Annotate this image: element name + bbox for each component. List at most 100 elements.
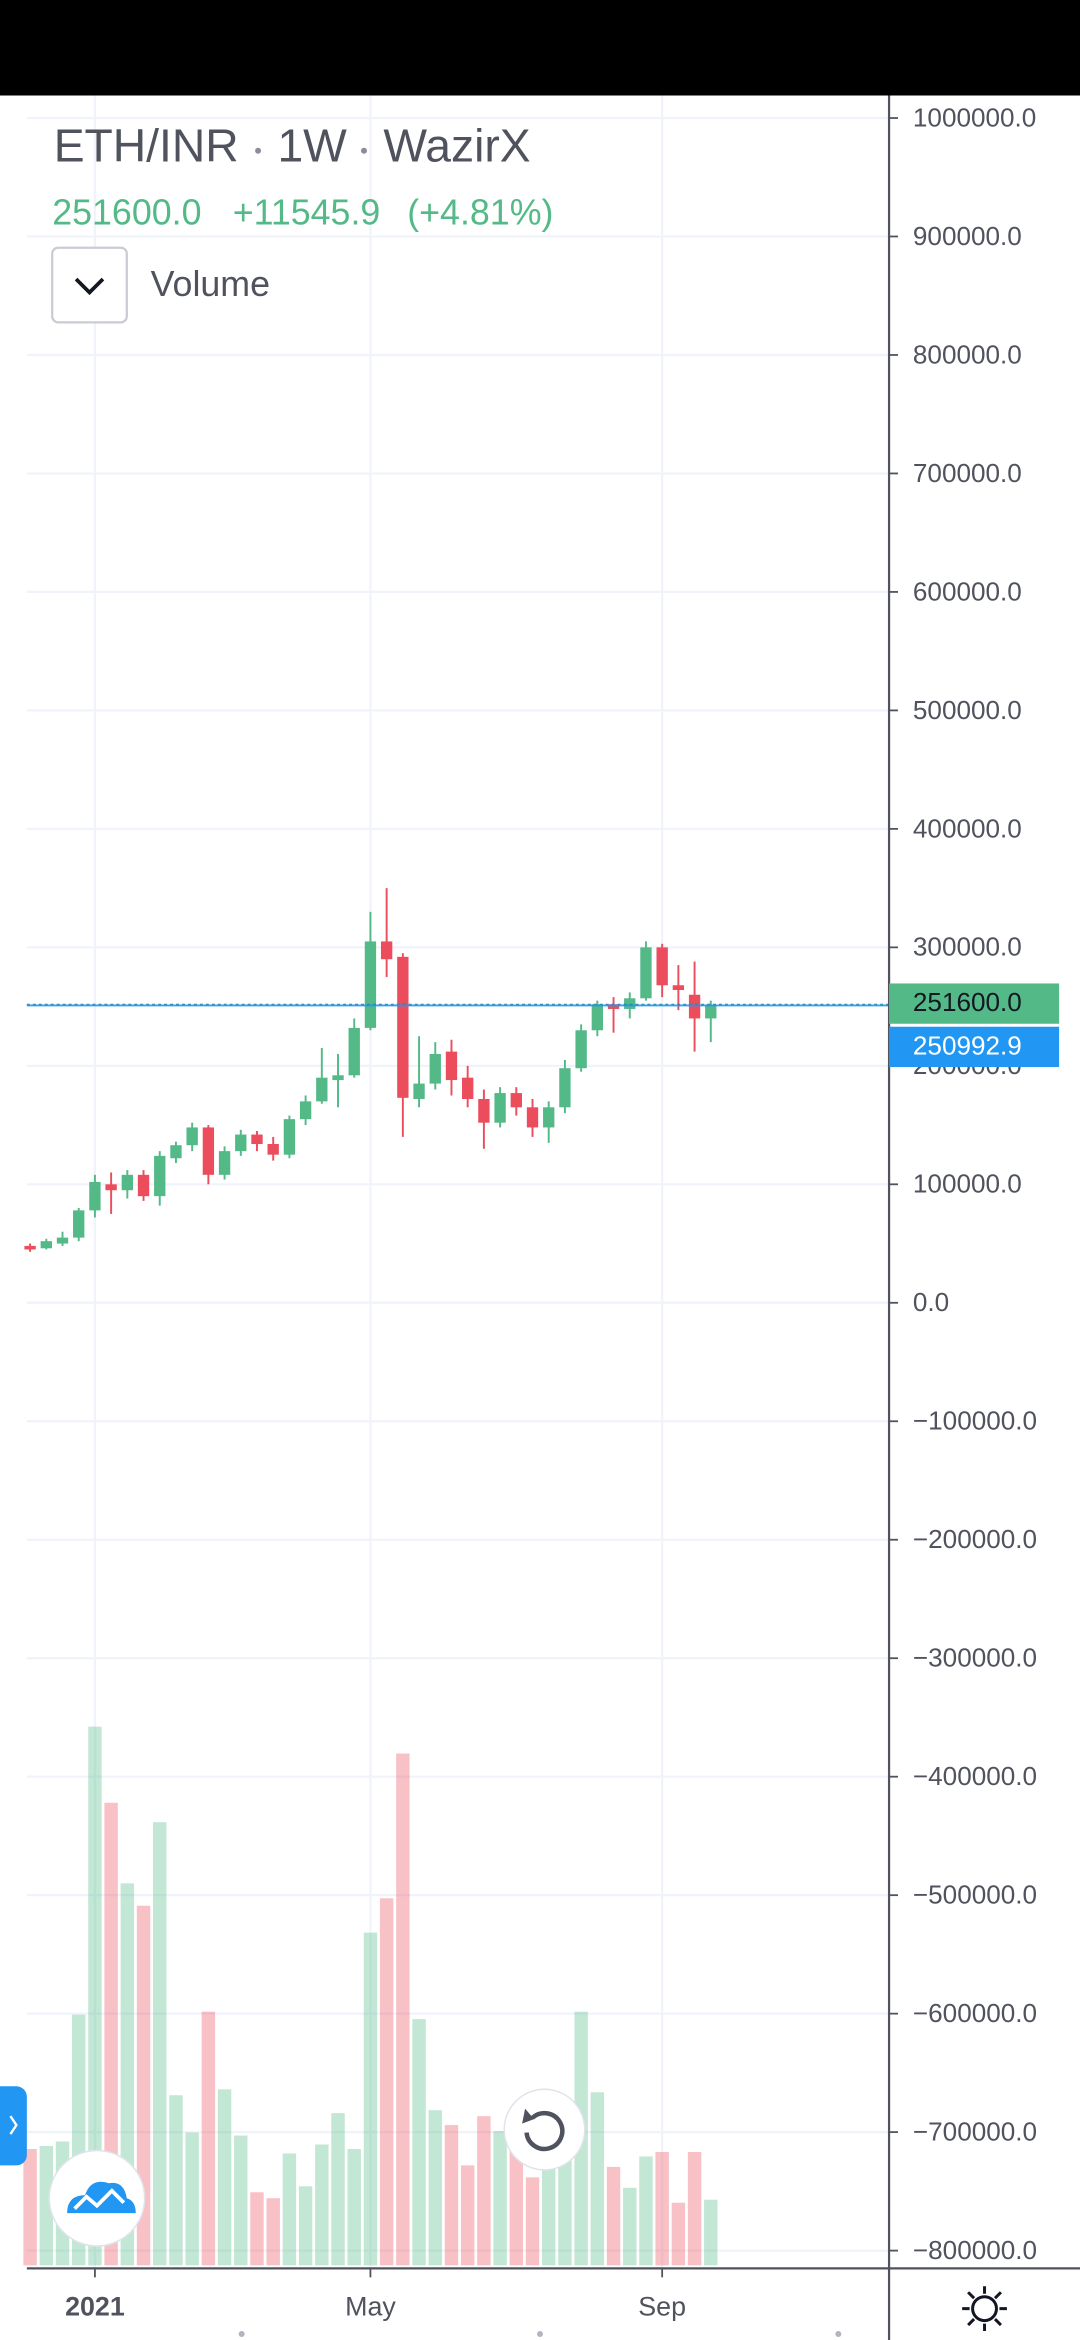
volume-bar xyxy=(396,1753,410,2266)
y-tick-label: 0.0 xyxy=(913,1287,949,1317)
grid xyxy=(26,95,890,2269)
volume-bar xyxy=(590,2092,605,2266)
volume-bar xyxy=(315,2144,329,2266)
volume-bar xyxy=(217,2089,232,2266)
volume-bar xyxy=(460,2165,475,2266)
candle-body xyxy=(672,985,685,991)
candle-body xyxy=(283,1119,296,1155)
side-tab-arrow xyxy=(9,2115,18,2135)
candle-body xyxy=(397,956,409,1098)
settings-icon xyxy=(971,2295,998,2323)
reset-button[interactable] xyxy=(503,2088,586,2171)
candle-body xyxy=(526,1107,539,1128)
candle-body xyxy=(510,1093,522,1108)
candle-body xyxy=(624,998,636,1009)
volume-bar xyxy=(509,2145,524,2266)
app-button[interactable] xyxy=(48,2149,146,2247)
candle-body xyxy=(202,1127,215,1175)
interval[interactable]: 1W xyxy=(277,119,347,171)
volume-bar xyxy=(23,2148,37,2266)
volume-bar xyxy=(639,2156,653,2266)
candle-body xyxy=(154,1155,166,1197)
y-tick-label: 500000.0 xyxy=(913,695,1022,725)
cloud-icon xyxy=(67,2181,136,2214)
side-tab[interactable] xyxy=(0,2086,27,2166)
last-price: 251600.0 xyxy=(52,192,201,232)
separator xyxy=(360,147,367,154)
volume-bar xyxy=(623,2187,637,2266)
candle-body xyxy=(40,1241,52,1249)
candle-body xyxy=(462,1077,474,1100)
volume-bar xyxy=(153,1822,167,2266)
chevron-icon xyxy=(74,277,105,296)
candle-body xyxy=(121,1174,134,1191)
y-tick-label: 900000.0 xyxy=(913,221,1022,251)
legend-toggle[interactable] xyxy=(51,246,128,324)
candle-body xyxy=(332,1075,344,1081)
candle-body xyxy=(445,1051,458,1081)
volume-bar xyxy=(104,1802,118,2266)
y-tick-label: −300000.0 xyxy=(913,1643,1037,1673)
candle-body xyxy=(89,1181,101,1211)
candle-body xyxy=(494,1093,506,1123)
y-tick-label: −200000.0 xyxy=(913,1524,1037,1554)
candle-body xyxy=(56,1237,69,1244)
volume-bar xyxy=(477,2116,491,2266)
volume-bar xyxy=(655,2151,669,2266)
x-tick-label: May xyxy=(345,2292,396,2322)
y-tick-label: −600000.0 xyxy=(913,1998,1037,2028)
volume-bar xyxy=(493,2131,507,2266)
page-dot xyxy=(537,2331,543,2338)
volume-bar xyxy=(606,2166,621,2266)
candle-body xyxy=(478,1099,490,1123)
cloud-line xyxy=(73,2188,126,2210)
x-tick-label: 2021 xyxy=(65,2292,125,2322)
candle-body xyxy=(235,1134,247,1152)
volume-bar xyxy=(379,1898,394,2266)
volume-bar xyxy=(687,2151,702,2266)
candle-body xyxy=(170,1145,182,1159)
candle-body xyxy=(429,1053,441,1084)
candle-body xyxy=(24,1245,36,1250)
price-label-box xyxy=(889,1026,1060,1068)
volume-bar xyxy=(298,2186,313,2266)
candle-body xyxy=(413,1083,425,1100)
volume-bar xyxy=(250,2192,264,2266)
change-percent: (+4.81%) xyxy=(407,192,553,232)
indicator-name[interactable]: Volume xyxy=(151,264,270,304)
page-dot xyxy=(835,2331,842,2338)
y-tick-label: −800000.0 xyxy=(913,2235,1037,2265)
candle-body xyxy=(380,941,393,960)
y-tick-label: −100000.0 xyxy=(913,1406,1037,1436)
y-tick-label: 1000000.0 xyxy=(913,102,1036,132)
price-label: 250992.9 xyxy=(913,1031,1022,1061)
volume-pane xyxy=(23,1726,718,2266)
candles xyxy=(24,888,717,1252)
reset-button-bg xyxy=(503,2088,586,2171)
price-lines xyxy=(26,1003,890,1007)
change: +11545.9 xyxy=(233,192,381,232)
volume-bar xyxy=(444,2125,459,2266)
volume-bar xyxy=(347,2148,361,2266)
volume-bar xyxy=(363,1932,378,2266)
y-tick-label: −700000.0 xyxy=(913,2116,1037,2146)
price-label: 251600.0 xyxy=(913,987,1022,1017)
reset-icon xyxy=(524,2110,565,2152)
reset-arrow xyxy=(522,2108,535,2124)
x-tick-label: Sep xyxy=(638,2292,686,2322)
y-tick-label: 800000.0 xyxy=(913,339,1022,369)
candle-body xyxy=(267,1144,279,1155)
candle-body xyxy=(559,1068,571,1108)
separator xyxy=(255,147,262,154)
candle-body xyxy=(299,1101,312,1120)
candle-body xyxy=(575,1030,587,1069)
exchange: WazirX xyxy=(383,119,530,171)
volume-bar xyxy=(169,2095,183,2266)
candle-body xyxy=(607,1004,620,1009)
volume-bar xyxy=(428,2110,442,2266)
page-dot xyxy=(238,2331,245,2338)
candle-body xyxy=(73,1210,85,1238)
settings-button[interactable] xyxy=(962,2286,1007,2332)
price-axis: 1000000.0 900000.0 800000.0 700000.0 600000.… xyxy=(889,102,1060,2265)
